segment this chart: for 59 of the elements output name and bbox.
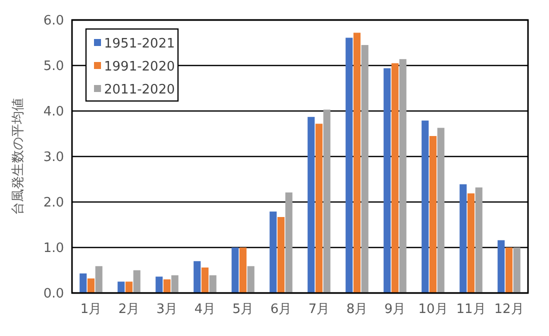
- y-tick-label: 2.0: [43, 196, 64, 211]
- bar: [209, 275, 216, 293]
- bar: [133, 270, 140, 293]
- bar: [513, 248, 520, 293]
- bar: [95, 266, 102, 293]
- bar: [422, 120, 429, 293]
- x-tick-label: 7月: [308, 302, 330, 317]
- bar: [346, 38, 353, 293]
- x-tick-label: 10月: [418, 302, 448, 317]
- bar: [239, 248, 247, 293]
- y-tick-label: 0.0: [43, 286, 64, 302]
- bar: [171, 275, 178, 293]
- bar: [247, 266, 254, 293]
- bar: [201, 268, 209, 293]
- bar: [391, 63, 399, 293]
- y-axis-title: 台風発生数の平均値: [11, 98, 26, 215]
- x-tick-label: 6月: [270, 302, 292, 317]
- bar: [270, 212, 277, 293]
- x-tick-label: 2月: [118, 302, 140, 317]
- bar: [498, 240, 505, 293]
- bar: [87, 278, 95, 293]
- bar: [156, 276, 163, 293]
- bar: [429, 136, 437, 293]
- x-tick-label: 3月: [156, 302, 178, 317]
- legend-label: 2011-2020: [104, 82, 175, 98]
- bar: [323, 110, 330, 293]
- x-tick-label: 11月: [456, 302, 486, 317]
- bar: [315, 124, 323, 293]
- bar: [475, 187, 482, 293]
- bar: [353, 32, 361, 293]
- legend-label: 1991-2020: [104, 60, 175, 75]
- x-tick-label: 12月: [494, 302, 524, 317]
- bar: [399, 59, 406, 293]
- y-tick-label: 6.0: [43, 14, 64, 29]
- y-tick-label: 3.0: [43, 150, 64, 166]
- bar: [194, 261, 201, 293]
- bar: [125, 282, 133, 293]
- bar: [384, 68, 391, 293]
- bar: [163, 279, 171, 293]
- bar: [277, 217, 285, 293]
- bar: [285, 192, 292, 293]
- y-tick-label: 5.0: [43, 59, 64, 74]
- bar: [118, 282, 125, 293]
- bar: [80, 273, 87, 293]
- bar: [361, 45, 368, 293]
- bar: [505, 248, 513, 293]
- y-tick-label: 4.0: [43, 104, 64, 120]
- x-tick-label: 5月: [232, 302, 254, 317]
- x-tick-label: 1月: [80, 302, 102, 317]
- bar: [437, 128, 444, 293]
- legend-label: 1951-2021: [104, 36, 175, 52]
- x-tick-label: 4月: [194, 302, 216, 317]
- bar: [460, 184, 467, 293]
- bar: [308, 116, 315, 293]
- bar: [467, 193, 475, 293]
- y-tick-label: 1.0: [43, 241, 64, 256]
- x-tick-label: 9月: [384, 302, 406, 317]
- bar: [232, 248, 239, 293]
- x-tick-label: 8月: [346, 302, 368, 317]
